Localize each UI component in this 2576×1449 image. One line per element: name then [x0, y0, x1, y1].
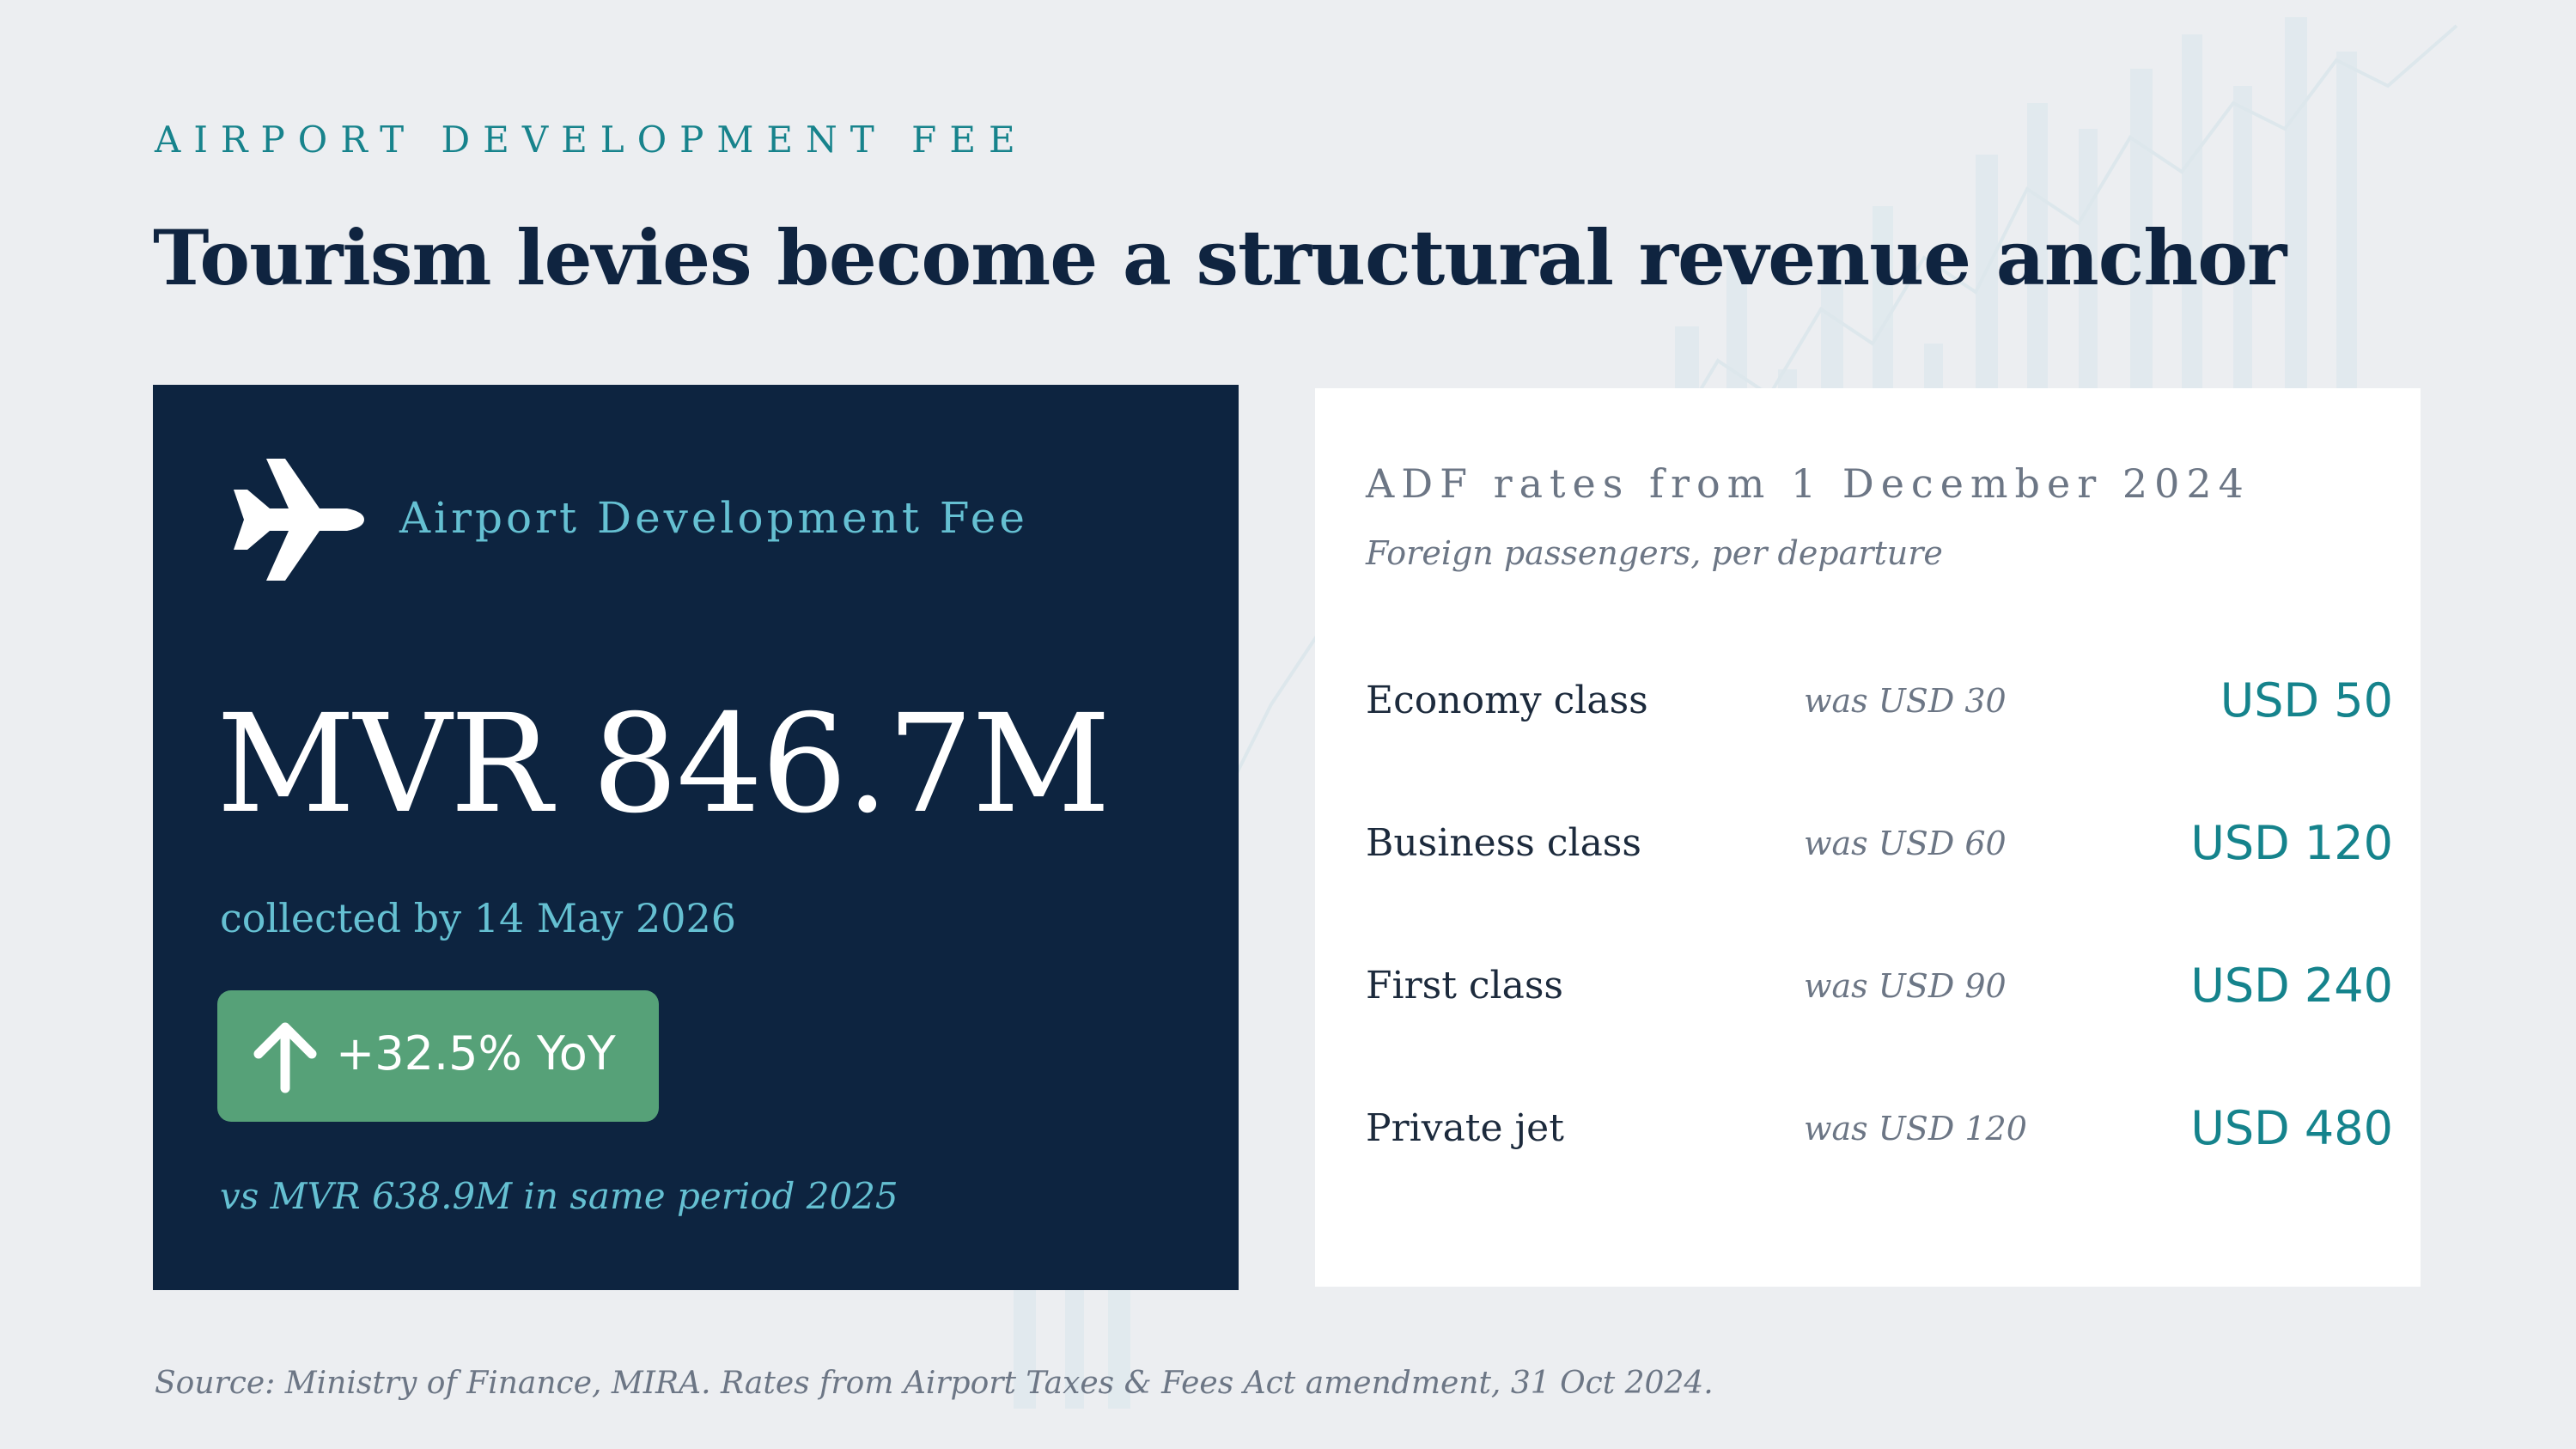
rate-previous-value: was USD 90	[1804, 967, 2007, 1005]
section-eyebrow: AIRPORT DEVELOPMENT FEE	[155, 119, 1028, 161]
rate-class-label: Economy class	[1366, 679, 1648, 722]
yoy-change-text: +32.5% YoY	[336, 1026, 616, 1081]
rate-current-value: USD 120	[2190, 816, 2393, 870]
adf-summary-card: Airport Development Fee MVR 846.7M colle…	[153, 385, 1239, 1290]
rates-subtitle: Foreign passengers, per departure	[1366, 534, 1943, 572]
collected-date-text: collected by 14 May 2026	[220, 895, 737, 941]
yoy-change-badge: +32.5% YoY	[217, 990, 659, 1122]
rate-class-label: Private jet	[1366, 1106, 1564, 1150]
prior-period-comparison: vs MVR 638.9M in same period 2025	[220, 1175, 898, 1217]
source-note: Source: Ministry of Finance, MIRA. Rates…	[155, 1366, 1714, 1401]
page-title: Tourism levies become a structural reven…	[153, 213, 2287, 302]
rate-current-value: USD 50	[2220, 673, 2393, 728]
total-collected-value: MVR 846.7M	[216, 685, 1111, 843]
arrow-up-icon	[253, 1022, 317, 1093]
rate-previous-value: was USD 60	[1804, 825, 2007, 862]
rate-row-economy: Economy class was USD 30 USD 50	[1315, 661, 2421, 747]
airplane-icon	[234, 459, 364, 581]
adf-rates-card: ADF rates from 1 December 2024 Foreign p…	[1315, 388, 2421, 1287]
rate-current-value: USD 480	[2190, 1101, 2393, 1155]
rate-row-private-jet: Private jet was USD 120 USD 480	[1315, 1089, 2421, 1175]
rate-row-business: Business class was USD 60 USD 120	[1315, 804, 2421, 890]
rate-class-label: First class	[1366, 964, 1563, 1008]
summary-label: Airport Development Fee	[399, 493, 1028, 543]
rate-current-value: USD 240	[2190, 959, 2393, 1013]
rate-row-first: First class was USD 90 USD 240	[1315, 947, 2421, 1032]
rate-previous-value: was USD 120	[1804, 1110, 2027, 1148]
rate-previous-value: was USD 30	[1804, 682, 2007, 720]
rate-class-label: Business class	[1366, 821, 1641, 865]
rates-title: ADF rates from 1 December 2024	[1366, 460, 2250, 507]
